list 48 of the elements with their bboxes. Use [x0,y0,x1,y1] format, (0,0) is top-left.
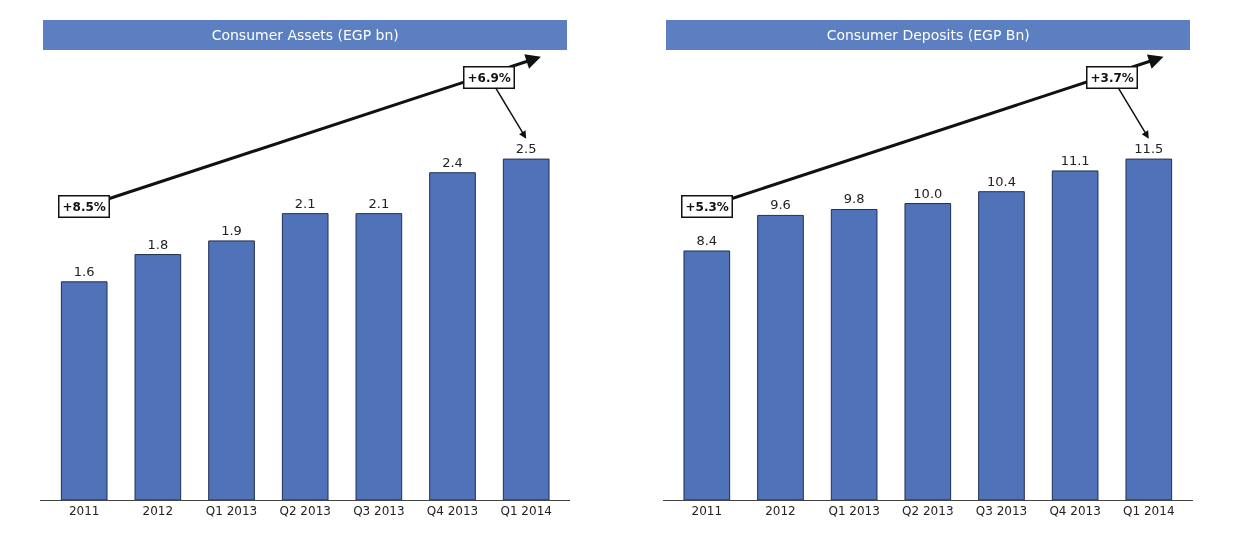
data-label: 2.5 [515,141,537,157]
data-label: 9.6 [770,197,791,213]
bar [429,172,476,500]
data-label: 11.1 [1060,152,1090,168]
bar [1051,170,1099,500]
data-label: 1.8 [147,236,169,252]
x-tick-label: Q1 2014 [1123,504,1175,519]
x-tick-label: 2012 [142,504,174,519]
data-label: 8.4 [696,232,718,248]
bar [757,214,804,500]
x-tick-label: Q2 2013 [902,504,954,519]
bar [281,213,329,500]
x-tick-label: Q1 2013 [205,504,258,519]
text: +6.9% [467,70,511,85]
annotation: +5.3% [685,199,729,214]
bar [1125,158,1173,500]
bar [134,254,182,500]
bar [355,213,403,500]
bar [60,281,108,500]
x-tick-label: 2011 [68,504,100,519]
x-tick-label: Q4 2013 [426,504,479,519]
x-tick-label: 2012 [765,504,796,519]
x-tick-label: Q1 2014 [500,504,552,519]
data-label: 2.1 [368,195,390,211]
data-label: 2.4 [442,154,463,170]
x-tick-label: Q3 2013 [975,504,1028,519]
bar [502,158,550,500]
bar [683,250,731,500]
x-tick-label: 2011 [691,504,723,519]
chart-title: Consumer Deposits (EGP Bn) [826,27,1030,43]
x-tick-label: Q3 2013 [353,504,405,519]
bar [904,203,952,500]
x-tick-label: Q2 2013 [279,504,331,519]
x-tick-label: Q4 2013 [1049,504,1101,519]
x-tick-label: Q1 2013 [828,504,880,519]
annotation: +8.5% [62,199,106,214]
data-label: 9.8 [843,191,865,207]
text: +3.7% [1090,70,1134,85]
data-label: 1.9 [221,222,242,238]
bar [978,191,1025,500]
data-label: 10.4 [987,173,1016,189]
data-label: 11.5 [1134,141,1164,157]
data-label: 1.6 [73,263,95,279]
chart-title: Consumer Assets (EGP bn) [211,27,399,43]
bar [830,208,878,500]
bar [208,240,255,500]
data-label: 10.0 [913,185,943,201]
data-label: 2.1 [294,195,316,211]
